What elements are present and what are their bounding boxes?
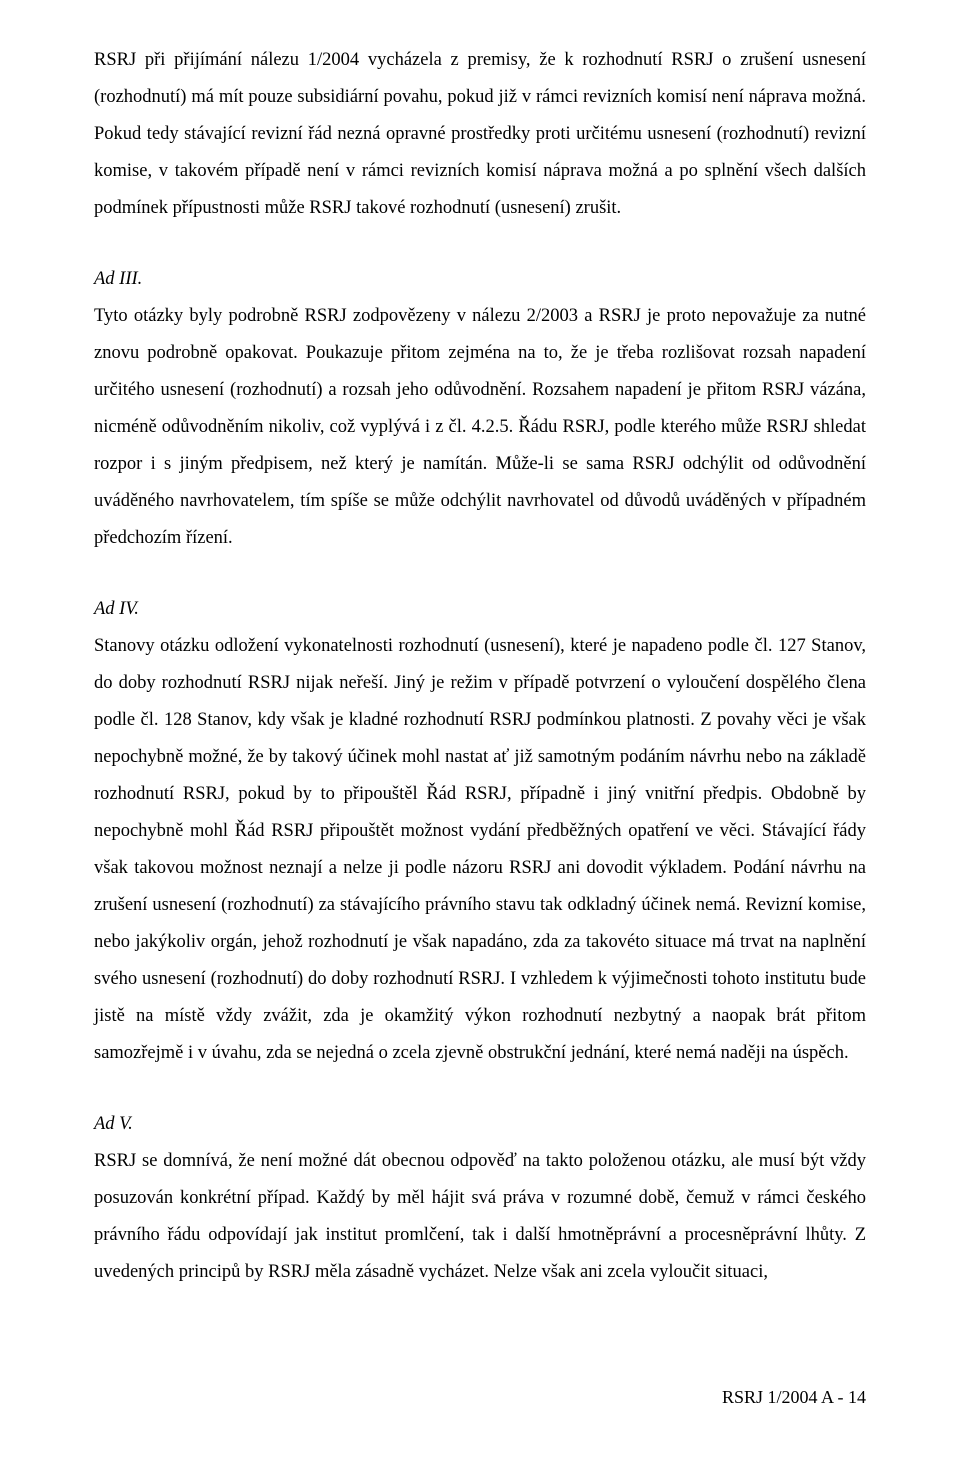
- document-page: RSRJ při přijímání nálezu 1/2004 vycháze…: [0, 0, 960, 1463]
- heading-ad-iii: Ad III.: [94, 261, 866, 298]
- page-footer: RSRJ 1/2004 A - 14: [722, 1379, 866, 1415]
- heading-ad-iv: Ad IV.: [94, 591, 866, 628]
- paragraph-1: RSRJ při přijímání nálezu 1/2004 vycháze…: [94, 42, 866, 227]
- heading-ad-v: Ad V.: [94, 1106, 866, 1143]
- paragraph-4: RSRJ se domnívá, že není možné dát obecn…: [94, 1143, 866, 1291]
- paragraph-2: Tyto otázky byly podrobně RSRJ zodpověze…: [94, 298, 866, 557]
- paragraph-3: Stanovy otázku odložení vykonatelnosti r…: [94, 628, 866, 1072]
